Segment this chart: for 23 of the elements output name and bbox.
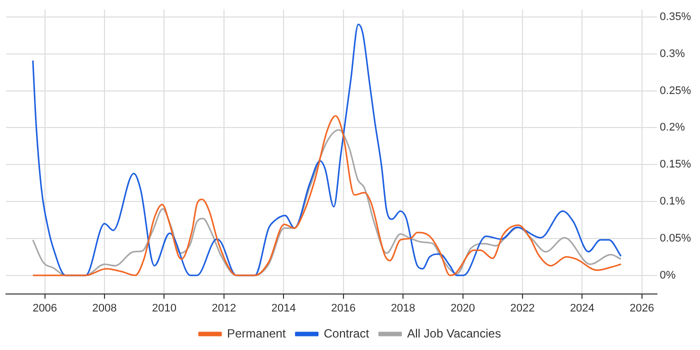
y-tick-label: 0.25% — [660, 84, 692, 97]
x-tick-label: 2010 — [152, 302, 176, 314]
y-tick-label: 0.05% — [660, 232, 692, 244]
legend-label: Permanent — [227, 326, 286, 340]
y-tick-label: 0.35% — [660, 11, 692, 24]
line-series — [32, 24, 622, 276]
x-tick-label: 2014 — [271, 302, 296, 314]
legend-label: All Job Vacancies — [407, 326, 501, 340]
x-tick-label: 2006 — [32, 302, 58, 314]
y-tick-label: 0.1% — [660, 196, 686, 208]
x-tick-label: 2026 — [630, 302, 654, 314]
x-tick-label: 2022 — [510, 302, 535, 314]
y-tick-label: 0.15% — [660, 158, 692, 171]
legend-label: Contract — [324, 326, 370, 340]
x-tick-label: 2012 — [212, 302, 236, 314]
x-tick-label: 2018 — [390, 302, 416, 314]
x-tick-label: 2024 — [570, 302, 594, 314]
y-tick-label: 0.3% — [660, 48, 686, 60]
x-tick-label: 2008 — [92, 302, 117, 314]
y-tick-label: 0.2% — [660, 122, 686, 134]
y-tick-label: 0% — [660, 269, 676, 282]
x-tick-label: 2020 — [450, 302, 476, 314]
x-tick-label: 2016 — [331, 302, 356, 314]
